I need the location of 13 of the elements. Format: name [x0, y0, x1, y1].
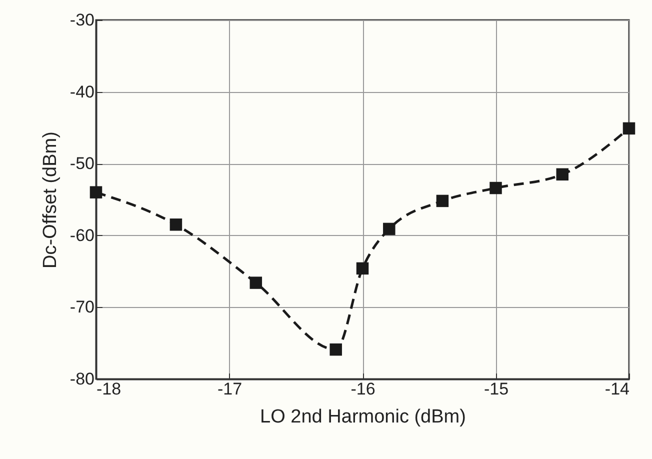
x-tick-label: -17	[217, 380, 242, 398]
y-tick-label: -50	[70, 154, 94, 174]
x-axis-title: LO 2nd Harmonic (dBm)	[260, 406, 466, 428]
x-tick-label: -18	[96, 380, 122, 398]
y-tick-label: -40	[70, 82, 94, 102]
x-tick-label: -16	[350, 380, 376, 398]
y-tick-label: -60	[70, 226, 94, 245]
y-tick-label: -30	[70, 10, 94, 30]
y-axis-title: Dc-Offset (dBm)	[40, 132, 61, 268]
y-tick-label: -80	[70, 370, 94, 388]
y-tick-label: -70	[70, 298, 94, 317]
x-tick-label: -15	[484, 380, 509, 398]
x-tick-label: -14	[604, 380, 630, 398]
